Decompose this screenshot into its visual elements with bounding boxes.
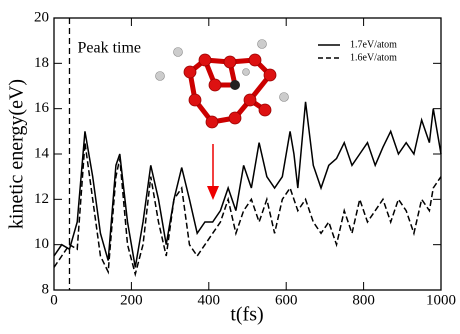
x-tick-label: 600: [275, 292, 298, 308]
x-axis-label: t(fs): [230, 304, 263, 326]
x-tick-label: 0: [50, 292, 58, 308]
x-tick-label: 1000: [426, 292, 456, 308]
y-tick-label: 18: [34, 55, 49, 71]
y-axis-label: kinetic energy(eV): [6, 79, 28, 229]
data-line: [54, 102, 441, 267]
molecule-inset: [156, 40, 289, 129]
y-tick-label: 14: [34, 145, 50, 161]
y-tick-label: 20: [34, 9, 49, 25]
y-tick-label: 10: [34, 236, 49, 252]
red-arrow: [207, 144, 219, 200]
x-tick-label: 200: [120, 292, 143, 308]
legend-label: 1.6eV/atom: [350, 52, 397, 63]
annotation: Peak time: [77, 40, 141, 57]
y-tick-label: 8: [42, 281, 50, 297]
x-tick-label: 800: [352, 292, 375, 308]
chart: t(fs) kinetic energy(eV) 0 200 400 600 800 10…: [0, 0, 460, 329]
x-tick-label: 400: [198, 292, 221, 308]
legend-label: 1.7eV/atom: [350, 39, 397, 50]
y-tick-label: 16: [34, 100, 50, 116]
y-tick-label: 12: [34, 191, 49, 207]
